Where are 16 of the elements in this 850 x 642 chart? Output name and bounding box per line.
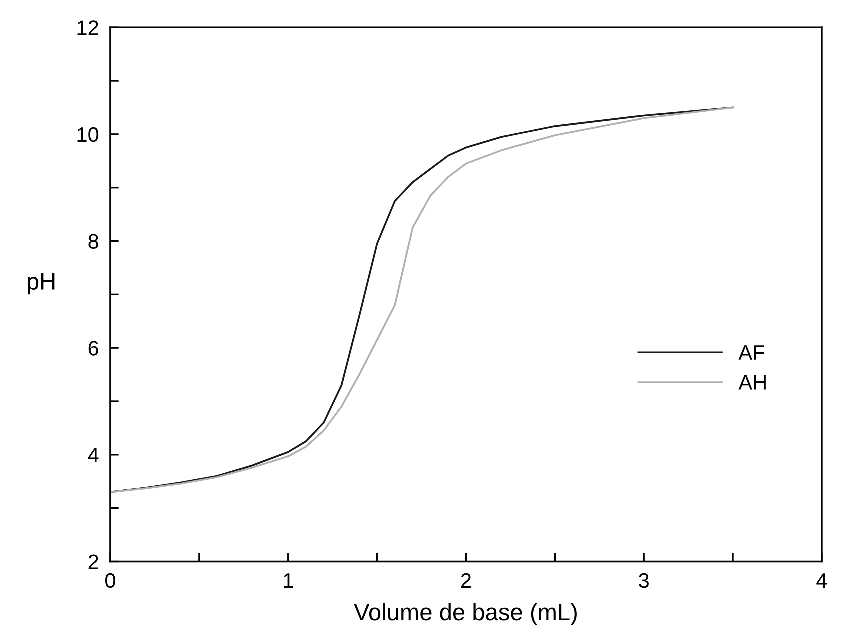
y-tick-label: 4 xyxy=(88,448,99,462)
y-axis-title: pH xyxy=(28,274,55,295)
line-series xyxy=(110,106,734,494)
y-tick-label: 2 xyxy=(88,554,98,570)
x-tick-label: 3 xyxy=(639,573,649,588)
y-tick-label: 10 xyxy=(78,127,99,142)
x-tick-label: 1 xyxy=(284,574,294,588)
legend-label: AH xyxy=(738,375,766,390)
y-tick-label: 8 xyxy=(88,234,98,250)
x-tick-label: 0 xyxy=(106,573,116,588)
x-tick-label: 2 xyxy=(461,573,471,588)
y-tick-label: 6 xyxy=(88,341,98,356)
legend-label: AF xyxy=(738,346,764,360)
x-axis-title: Volume de base (mL) xyxy=(354,603,577,626)
x-tick-label: 4 xyxy=(816,574,828,588)
y-tick-label: 12 xyxy=(78,20,98,36)
